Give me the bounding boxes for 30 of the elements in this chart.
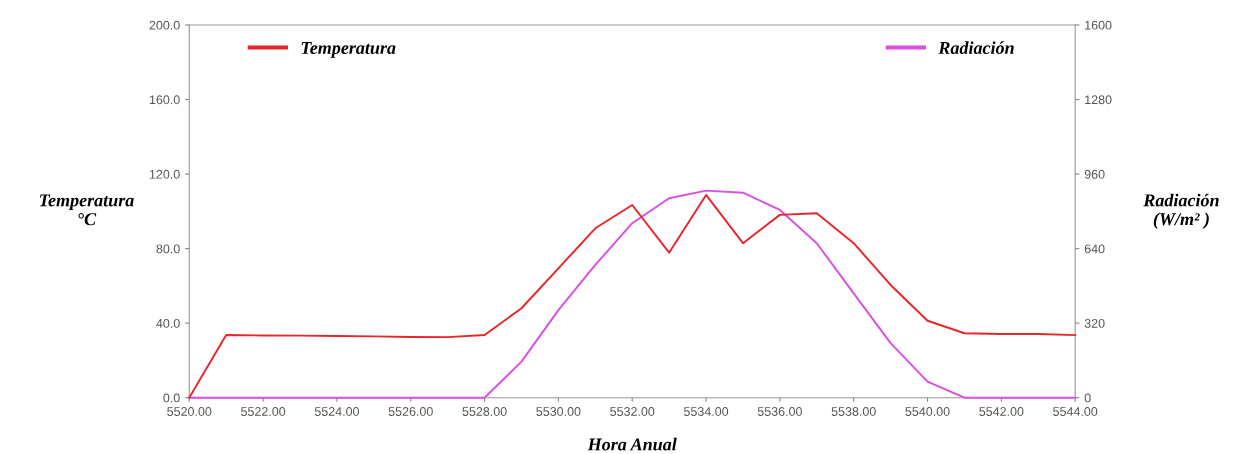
x-tick-label: 5544.00 <box>1053 407 1098 416</box>
legend-label: Radiación <box>938 41 1014 55</box>
y2-axis-title: Radiación (W/m² ) <box>1143 193 1219 229</box>
y2-tick-label: 0 <box>1084 393 1091 403</box>
x-tick-label: 5526.00 <box>388 407 433 416</box>
y-tick-label: 0.0 <box>163 393 180 403</box>
x-tick-label: 5528.00 <box>462 407 507 416</box>
x-tick-label: 5538.00 <box>831 407 876 416</box>
y-axis-title: Temperatura °C <box>39 194 134 226</box>
y2-tick-label: 1280 <box>1085 95 1112 105</box>
x-tick-label: 5536.00 <box>757 407 802 416</box>
y2-tick-label: 640 <box>1084 244 1105 254</box>
legend-label: Temperatura <box>301 42 396 58</box>
y2-tick-label: 320 <box>1084 318 1105 328</box>
y-tick-label: 120.0 <box>149 169 180 179</box>
y2-tick-label: 960 <box>1084 169 1105 179</box>
x-tick-label: 5534.00 <box>683 407 729 416</box>
y-tick-label: 40.0 <box>156 318 180 328</box>
x-tick-label: 5532.00 <box>610 407 655 416</box>
y2-tick-label: 1600 <box>1085 20 1112 30</box>
x-tick-label: 5540.00 <box>905 407 950 416</box>
y-tick-label: 160.0 <box>149 95 180 105</box>
y-tick-label: 200.0 <box>149 20 180 30</box>
x-tick-label: 5530.00 <box>536 407 581 416</box>
y-tick-label: 80.0 <box>156 244 180 254</box>
x-tick-label: 5520.00 <box>167 407 212 416</box>
x-tick-label: 5542.00 <box>979 407 1024 416</box>
x-tick-label: 5524.00 <box>314 407 360 416</box>
x-axis-title: Hora Anual <box>587 437 677 451</box>
x-tick-label: 5522.00 <box>241 407 286 416</box>
